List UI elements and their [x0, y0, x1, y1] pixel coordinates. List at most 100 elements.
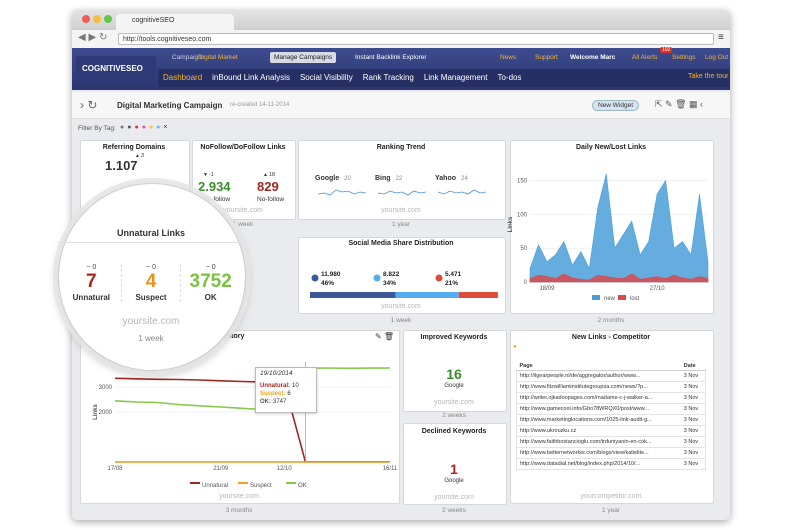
logout[interactable]: Log Out — [705, 54, 729, 61]
share-label: 46% — [321, 280, 334, 287]
referring-value: 1.107 — [105, 158, 138, 173]
nav-item[interactable]: To-dos — [497, 73, 522, 82]
nav-item[interactable]: Dashboard — [163, 73, 203, 82]
backlink-explorer[interactable]: Instant Backlink Explorer — [355, 54, 427, 61]
url[interactable]: http://ilgearpeople.nl/de/aggregator/aut… — [520, 373, 641, 379]
table: Page Date http://ilgearpeople.nl/de/aggreg… — [516, 362, 706, 470]
share-bar — [310, 292, 396, 298]
date: 3 Nov — [683, 461, 699, 467]
decoration: ▼ — [203, 172, 208, 178]
decoration: ▲ — [263, 172, 268, 178]
legend-label: Suspect — [250, 483, 272, 489]
close-button[interactable] — [82, 15, 90, 23]
title-bar — [72, 10, 730, 30]
y-tick-label: 150 — [517, 179, 528, 185]
nofollow-value: 829 — [257, 179, 279, 194]
maximize-button[interactable] — [104, 15, 112, 23]
magnifier — [58, 183, 246, 371]
url[interactable]: http://www.marketinglocations.com/1025-l… — [520, 417, 652, 423]
widget-title: Social Media Share Distribution — [348, 240, 454, 247]
legend-swatch — [190, 482, 200, 484]
logo-box — [76, 56, 156, 82]
url[interactable]: http://www.ukrouzku.cz — [520, 428, 577, 434]
unnatural-item: − 0 7 Unnatural — [62, 264, 121, 302]
widget-title: Referring Domains — [102, 144, 166, 151]
refresh-icon[interactable]: › ↻ — [80, 98, 98, 112]
toolbar-icons[interactable]: ⇱ ✎ 🗑 ▦ ‹ — [655, 99, 704, 109]
campaign[interactable]: Digital Market — [198, 54, 238, 61]
decoration: ● — [156, 124, 164, 131]
menu-icon[interactable]: ≡ — [718, 32, 724, 43]
decoration: ● — [120, 124, 128, 131]
dofollow-change: -1 — [209, 172, 214, 178]
url[interactable]: http://www.datadial.net/blog/index.php/2… — [520, 461, 641, 467]
nav-item[interactable]: inBound Link Analysis — [212, 73, 290, 82]
campaign-label: Campaign: — [172, 54, 204, 61]
tab[interactable]: cognitiveSEO — [116, 14, 234, 30]
tooltip-lines: Unnatural: 10 Suspect: 6 OK: 3747 — [260, 382, 299, 406]
period: 1 week — [138, 334, 164, 343]
url[interactable]: http://writer.ojkadoopages.com/madame-c-… — [520, 395, 653, 401]
y-tick-label: 2000 — [99, 410, 113, 416]
widget-ranking — [298, 140, 506, 220]
share-label: 34% — [383, 280, 396, 287]
widget-title: Improved Keywords — [420, 334, 488, 341]
engine-name: Google — [315, 175, 340, 182]
engine: Yahoo 24 — [435, 175, 477, 182]
url[interactable]: http://www.betternetworker.com/blogs/vie… — [520, 450, 649, 456]
y-tick-label: 100 — [517, 212, 528, 218]
value: 4 — [145, 271, 157, 292]
referring-change: 3 — [141, 153, 145, 159]
url[interactable]: http://www.fitzwilliaminstitutegroupsa.c… — [520, 384, 648, 390]
manage-campaigns[interactable]: Manage Campaigns — [270, 52, 337, 63]
value: 3752 — [189, 271, 232, 292]
y-tick-label: 3000 — [99, 385, 113, 391]
tag-dots[interactable]: ●●●●●●× — [120, 124, 171, 131]
nav-item[interactable]: Social Visibility — [299, 73, 353, 82]
nofollow-change: 18 — [269, 172, 276, 178]
nav-item[interactable]: Link Management — [423, 73, 488, 82]
tour[interactable]: Take the tour — [688, 73, 729, 80]
change-value: 0 — [211, 264, 216, 271]
url-bar[interactable]: http://tools.cognitiveseo.com — [118, 33, 714, 45]
engine: Google 20 — [315, 175, 357, 182]
nav-arrows[interactable]: ◀ ▶ ↻ — [78, 32, 108, 43]
date: 3 Nov — [683, 428, 699, 434]
logo[interactable]: COGNITIVESEO — [82, 64, 143, 73]
engine-rank: 20 — [344, 176, 351, 182]
support[interactable]: Support — [535, 54, 558, 61]
engine-rank: 22 — [395, 176, 403, 182]
date: 3 Nov — [683, 417, 699, 423]
news[interactable]: News — [500, 54, 517, 61]
date: 3 Nov — [683, 406, 699, 412]
nav-bar — [158, 69, 730, 87]
nav-item[interactable]: Rank Tracking — [362, 73, 414, 82]
x-tick-label: 21/09 — [213, 466, 229, 472]
decoration: ▲ — [135, 153, 140, 159]
area — [529, 173, 709, 283]
alerts[interactable]: All Alerts — [632, 54, 658, 61]
new-widget[interactable]: New Widget — [592, 100, 640, 111]
site: yoursite.com — [381, 303, 421, 310]
site: yoursite.com — [434, 494, 474, 501]
widget-icons[interactable]: ✎ 🗑 — [375, 332, 395, 341]
change-sign: − — [86, 264, 93, 271]
site: yoursite.com — [434, 399, 474, 406]
url[interactable]: http://www.gamecool.info/Gbo78WRQX0/post… — [520, 406, 650, 412]
nav: Dashboard inBound Link Analysis Social Vis… — [163, 73, 521, 82]
site: yoursite.com — [219, 493, 259, 500]
change-sign: − — [146, 264, 153, 271]
legend-swatch — [618, 295, 626, 300]
table-header: Page Date — [516, 362, 706, 371]
tooltip-label: Suspect: — [260, 391, 286, 397]
widget-title: NoFollow/DoFollow Links — [200, 144, 286, 151]
minimize-button[interactable] — [93, 15, 101, 23]
widget-declined — [403, 423, 507, 505]
decoration — [437, 189, 487, 195]
engine-name: Bing — [375, 175, 391, 182]
magnifier-title: Unnatural Links — [58, 228, 244, 243]
table-row: http://www.gamecool.info/Gbo78WRQX0/post… — [516, 403, 706, 415]
site: yoursite.com — [122, 316, 180, 327]
settings[interactable]: Settings — [672, 54, 696, 61]
url[interactable]: http://www.faithbostancioglu.com/trduniy… — [520, 439, 652, 445]
